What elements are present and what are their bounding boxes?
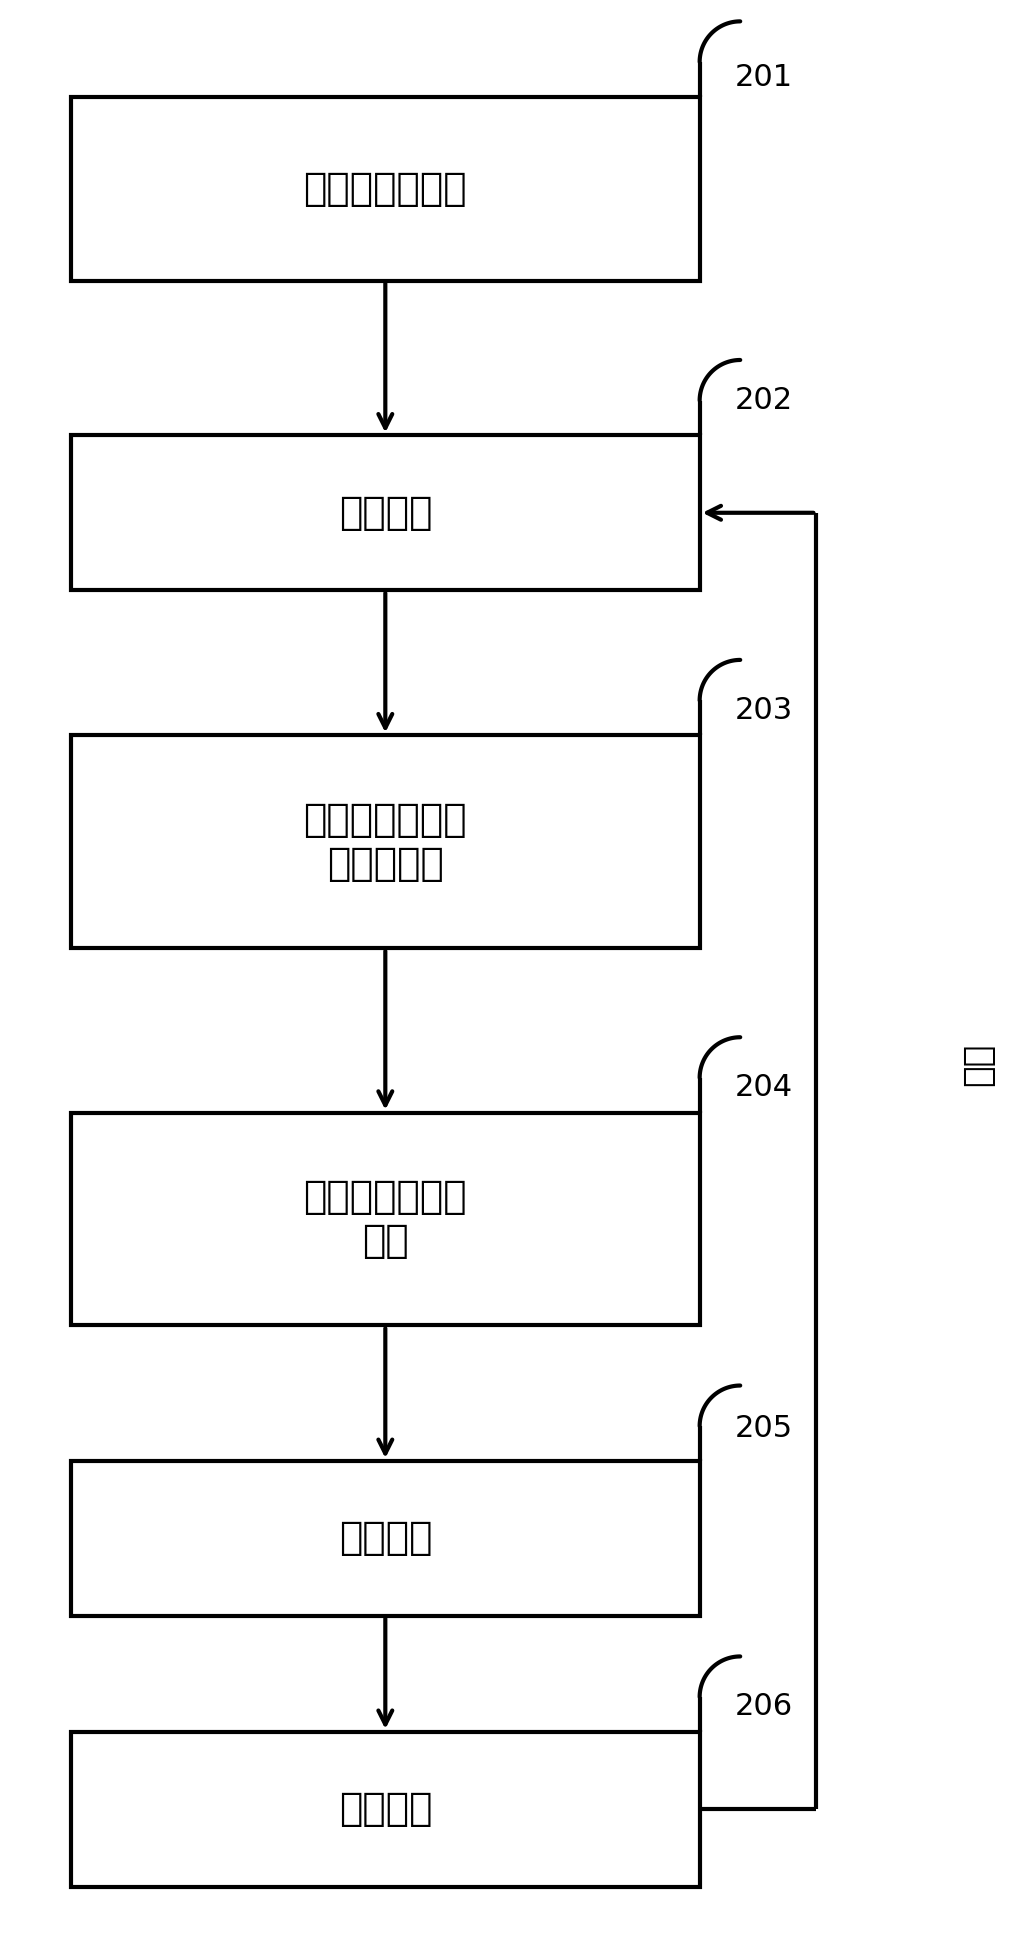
Text: 202: 202 bbox=[735, 387, 793, 414]
Text: 206: 206 bbox=[735, 1693, 793, 1720]
Text: 去掉超过阈值的
伏尔泰拉核: 去掉超过阈值的 伏尔泰拉核 bbox=[303, 801, 467, 882]
Text: 阈值设定: 阈值设定 bbox=[339, 493, 432, 532]
FancyBboxPatch shape bbox=[71, 435, 700, 590]
FancyBboxPatch shape bbox=[71, 1732, 700, 1887]
Text: 201: 201 bbox=[735, 64, 793, 91]
FancyBboxPatch shape bbox=[71, 1113, 700, 1325]
Text: 205: 205 bbox=[735, 1414, 793, 1442]
Text: 伏尔泰拉核重新
估计: 伏尔泰拉核重新 估计 bbox=[303, 1178, 467, 1260]
Text: 信号恢复: 信号恢复 bbox=[339, 1519, 432, 1558]
FancyBboxPatch shape bbox=[71, 735, 700, 948]
Text: 反馈: 反馈 bbox=[961, 1043, 996, 1086]
Text: 204: 204 bbox=[735, 1074, 793, 1101]
FancyBboxPatch shape bbox=[71, 97, 700, 281]
Text: 203: 203 bbox=[735, 697, 793, 724]
FancyBboxPatch shape bbox=[71, 1461, 700, 1616]
Text: 伏尔泰拉核估计: 伏尔泰拉核估计 bbox=[303, 170, 467, 207]
Text: 性能统计: 性能统计 bbox=[339, 1790, 432, 1829]
